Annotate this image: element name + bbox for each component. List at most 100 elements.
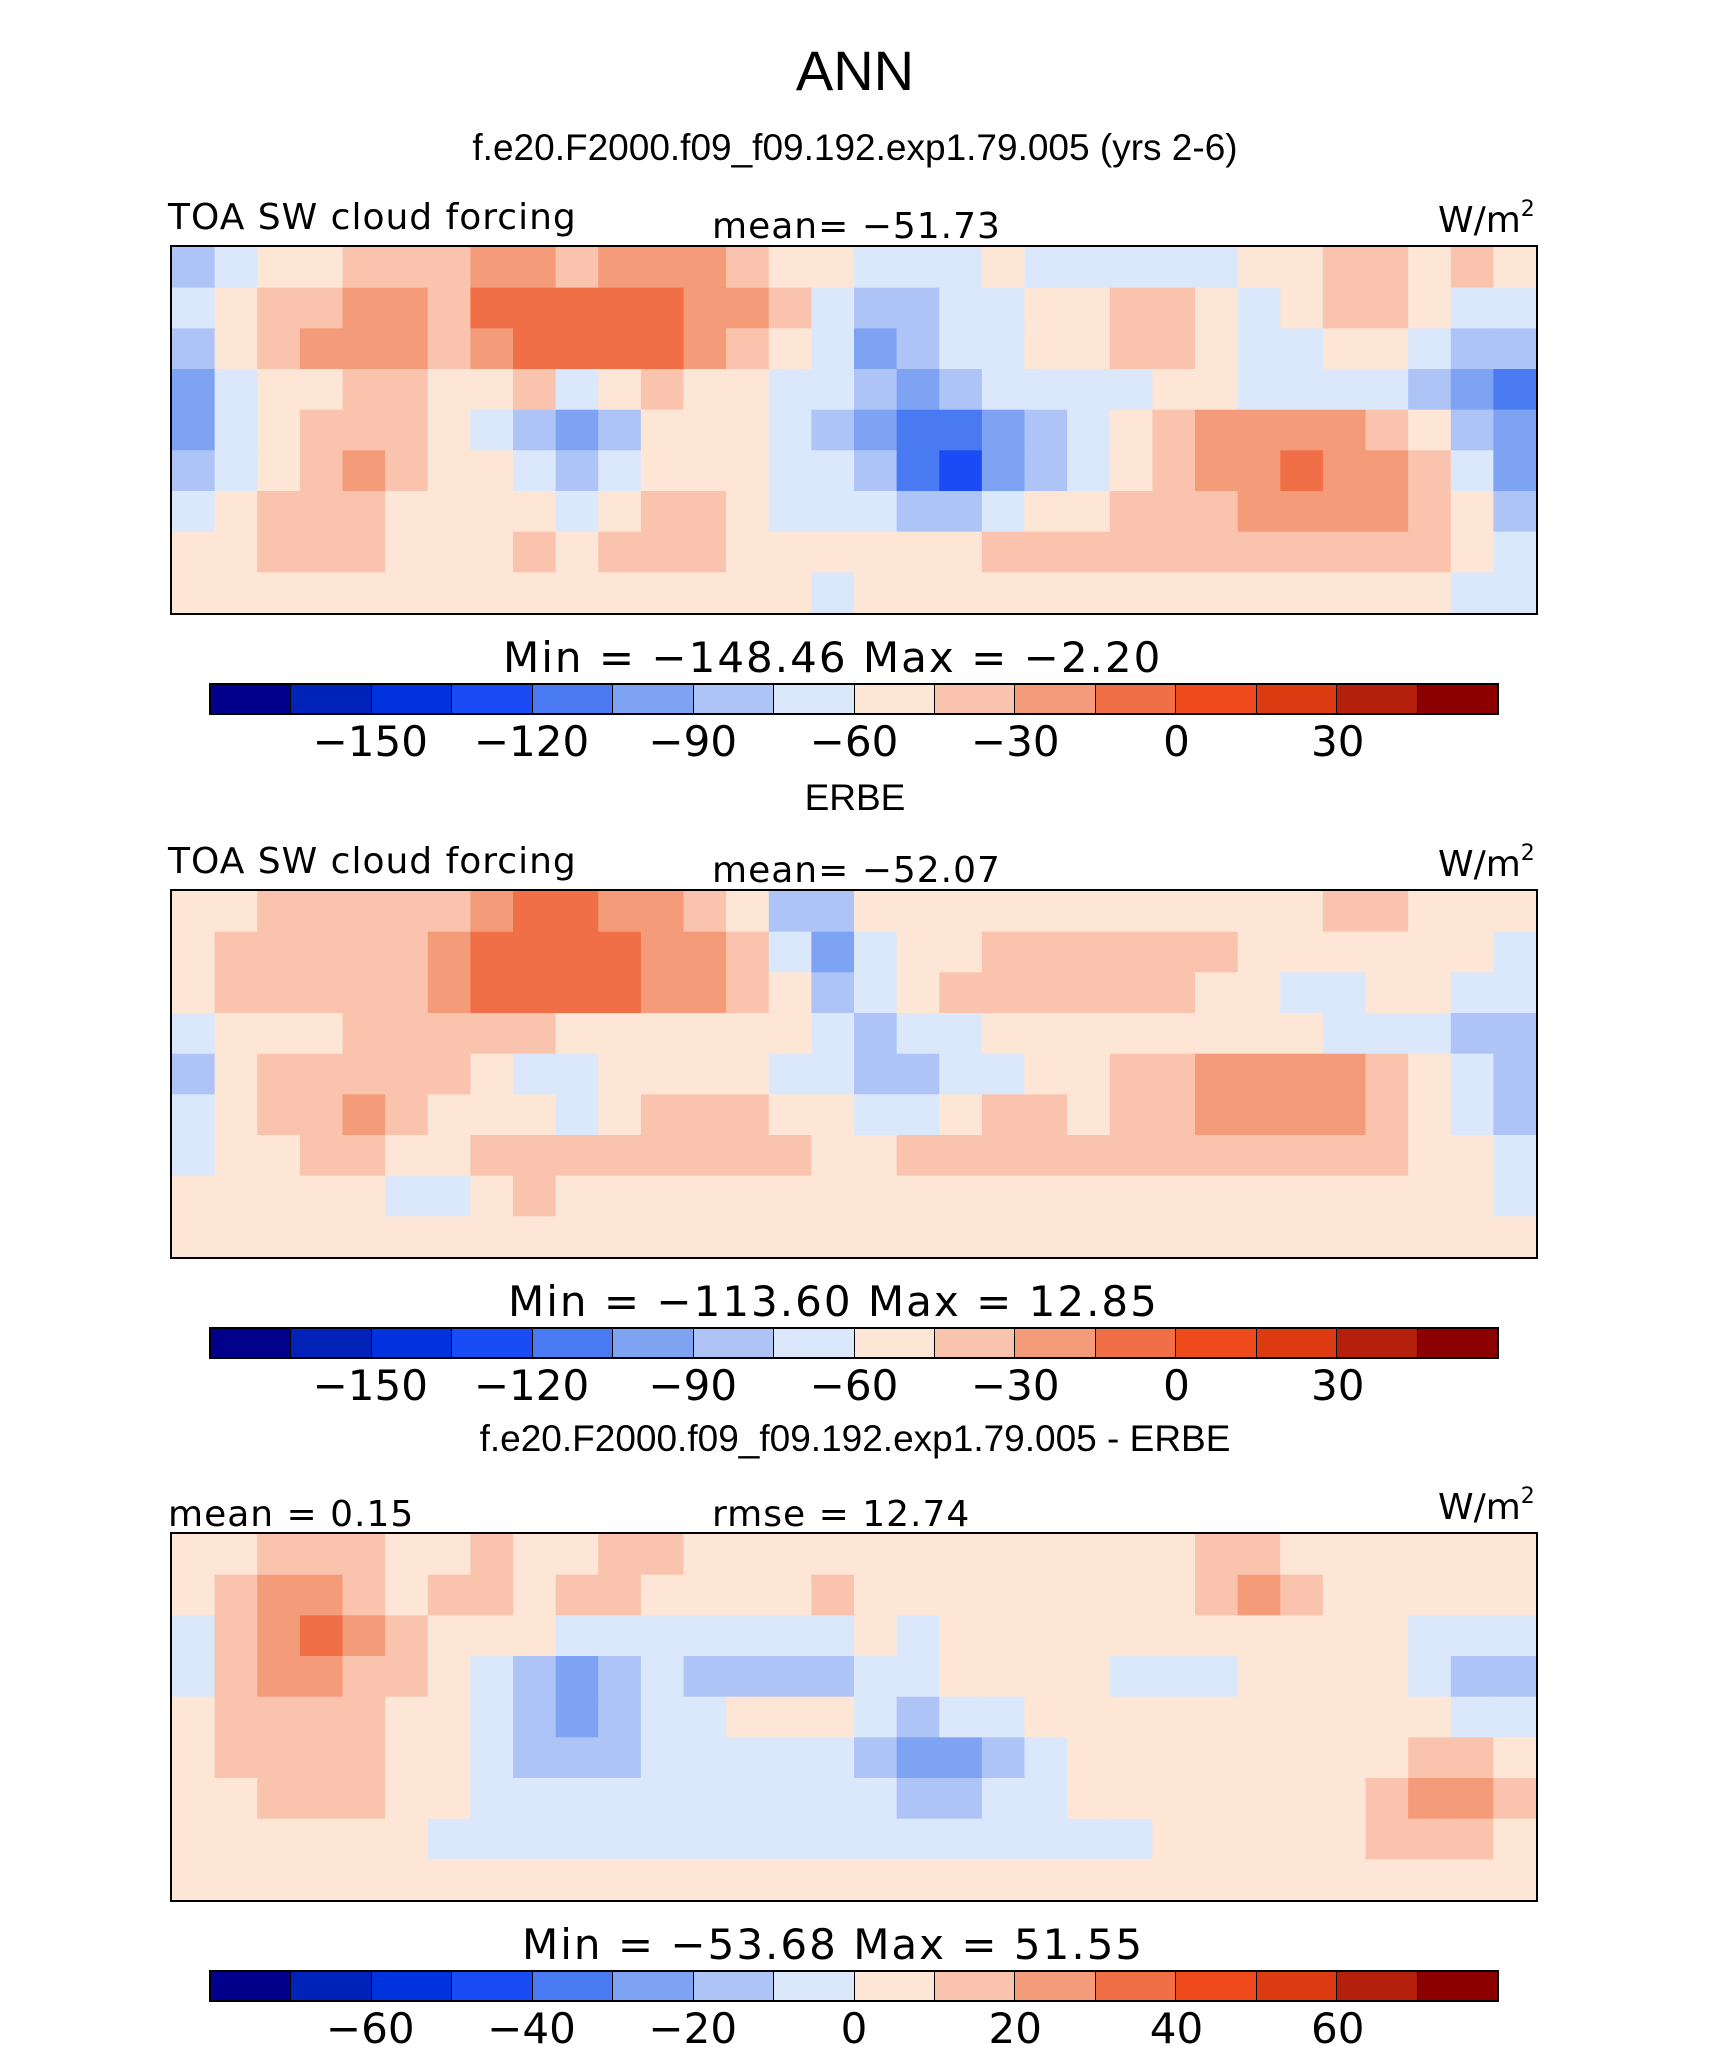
heatmap-cell [683, 1135, 727, 1177]
heatmap-cell [385, 1175, 429, 1217]
heatmap-cell [768, 1053, 812, 1095]
heatmap-cell [939, 450, 983, 492]
heatmap-cell [470, 450, 514, 492]
heatmap-cell [385, 1135, 429, 1177]
heatmap-cell [214, 1216, 258, 1257]
heatmap-cell [1067, 1574, 1111, 1616]
heatmap-cell [1067, 1175, 1111, 1217]
heatmap-cell [1067, 1135, 1111, 1177]
heatmap-cell [1024, 1737, 1068, 1779]
heatmap-cell [1024, 1135, 1068, 1177]
heatmap-cell [427, 1013, 471, 1055]
heatmap-cell [513, 1053, 557, 1095]
heatmap-cell [640, 931, 685, 973]
heatmap-cell [854, 1859, 898, 1900]
heatmap-cell [726, 328, 770, 370]
heatmap-cell [555, 1175, 599, 1217]
heatmap-cell [939, 891, 983, 933]
heatmap-cell [1024, 931, 1068, 973]
heatmap-cell [342, 972, 386, 1014]
heatmap-cell [939, 1175, 983, 1217]
heatmap-cell [598, 1818, 642, 1860]
heatmap-cell [1493, 409, 1536, 451]
heatmap-cell [598, 1615, 642, 1657]
panel-3-colorbar [209, 1970, 1499, 2002]
heatmap-cell [1493, 1216, 1536, 1257]
heatmap-cell [1195, 1053, 1239, 1095]
heatmap-cell [1408, 1135, 1452, 1177]
heatmap-cell [470, 1094, 514, 1136]
colorbar-tick-label: −60 [809, 717, 899, 766]
heatmap-cell [1493, 1135, 1536, 1177]
heatmap-cell [1322, 1574, 1367, 1616]
heatmap-cell [299, 1053, 344, 1095]
heatmap-cell [1408, 1574, 1452, 1616]
heatmap-cell [299, 531, 344, 573]
heatmap-cell [1109, 1053, 1153, 1095]
heatmap-cell [427, 1534, 471, 1576]
heatmap-cell [1365, 1656, 1409, 1698]
heatmap-cell [811, 1737, 855, 1779]
heatmap-cell [172, 491, 216, 533]
heatmap-cell [939, 1216, 983, 1257]
heatmap-cell [385, 931, 429, 973]
heatmap-cell [257, 1696, 301, 1738]
heatmap-cell [1365, 409, 1409, 451]
heatmap-cell [1195, 491, 1239, 533]
heatmap-cell [172, 1696, 216, 1738]
heatmap-cell [981, 1859, 1026, 1900]
heatmap-cell [598, 1574, 642, 1616]
heatmap-cell [1152, 1859, 1196, 1900]
heatmap-cell [257, 572, 301, 613]
colorbar-segment [452, 685, 533, 713]
heatmap-cell [726, 1094, 770, 1136]
heatmap-cell [939, 1818, 983, 1860]
heatmap-cell [1493, 247, 1536, 289]
colorbar-segment [371, 1329, 453, 1357]
heatmap-cell [896, 287, 940, 329]
heatmap-cell [854, 369, 898, 411]
panel-2-title: ERBE [804, 777, 906, 818]
heatmap-cell [555, 369, 599, 411]
heatmap-cell [1195, 369, 1239, 411]
heatmap-cell [470, 369, 514, 411]
heatmap-cell [513, 1574, 557, 1616]
heatmap-cell [555, 1216, 599, 1257]
heatmap-cell [640, 531, 685, 573]
heatmap-cell [1322, 369, 1367, 411]
heatmap-cell [640, 1818, 685, 1860]
heatmap-cell [214, 1778, 258, 1820]
heatmap-cell [768, 931, 812, 973]
panel-2-colorbar [209, 1327, 1499, 1359]
heatmap-cell [1408, 531, 1452, 573]
heatmap-cell [939, 1737, 983, 1779]
heatmap-cell [470, 572, 514, 613]
heatmap-cell [896, 1094, 940, 1136]
heatmap-cell [981, 1818, 1026, 1860]
heatmap-cell [427, 1574, 471, 1616]
heatmap-cell [683, 1013, 727, 1055]
colorbar-tick-label: 30 [1311, 1361, 1365, 1410]
heatmap-cell [640, 247, 685, 289]
heatmap-cell [598, 972, 642, 1014]
colorbar-segment [1417, 685, 1497, 713]
heatmap-cell [1152, 572, 1196, 613]
heatmap-cell [1109, 1859, 1153, 1900]
colorbar-segment [211, 685, 292, 713]
heatmap-cell [1152, 1656, 1196, 1698]
panel-1-map [170, 245, 1538, 615]
heatmap-cell [896, 1135, 940, 1177]
heatmap-cell [1365, 531, 1409, 573]
heatmap-cell [726, 369, 770, 411]
heatmap-cell [683, 1534, 727, 1576]
heatmap-cell [854, 328, 898, 370]
heatmap-cell [854, 287, 898, 329]
heatmap-cell [640, 891, 685, 933]
heatmap-cell [427, 369, 471, 411]
heatmap-cell [598, 1013, 642, 1055]
heatmap-cell [1109, 247, 1153, 289]
heatmap-cell [939, 1859, 983, 1900]
heatmap-cell [1280, 572, 1324, 613]
heatmap-cell [1024, 1175, 1068, 1217]
heatmap-cell [1195, 1737, 1239, 1779]
